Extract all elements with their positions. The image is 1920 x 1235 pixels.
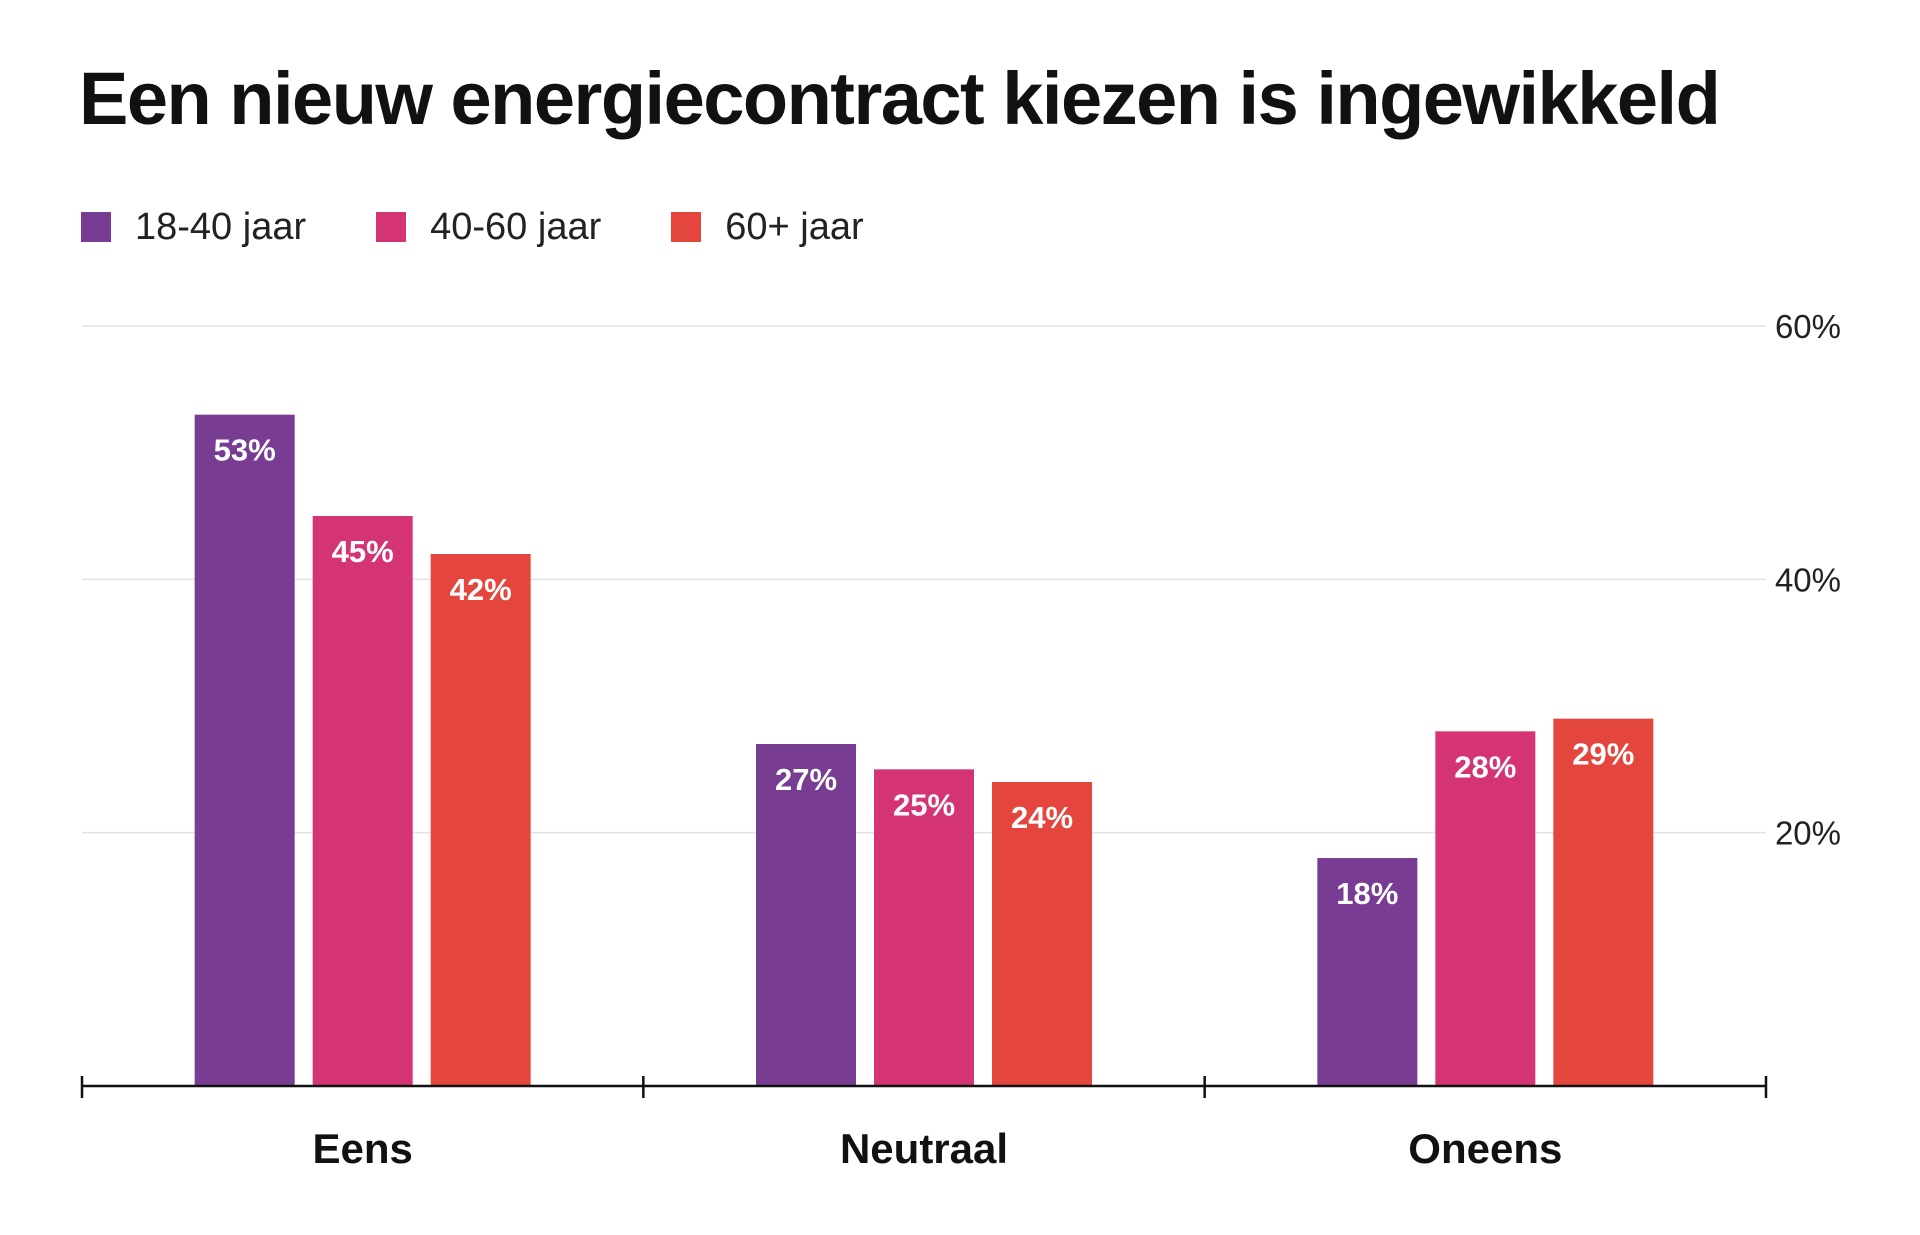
data-label-neutraal-40-60-jaar: 25% <box>893 787 955 822</box>
data-label-neutraal-18-40-jaar: 27% <box>775 762 837 797</box>
bar-oneens-60-jaar <box>1553 718 1654 1086</box>
category-label-oneens: Oneens <box>1408 1125 1562 1172</box>
legend-swatch-40-60 <box>376 212 407 242</box>
legend-label-18-40: 18-40 jaar <box>135 206 307 248</box>
data-label-oneens-60-jaar: 29% <box>1572 737 1634 772</box>
y-tick-label-60: 60% <box>1775 308 1841 345</box>
bars <box>194 414 1654 1087</box>
legend-label-60-plus: 60+ jaar <box>725 206 864 248</box>
bar-oneens-40-60-jaar <box>1435 731 1536 1086</box>
legend: 18-40 jaar 40-60 jaar 60+ jaar <box>81 208 934 246</box>
bar-eens-60-jaar <box>430 554 531 1086</box>
y-tick-label-40: 40% <box>1775 561 1841 598</box>
bar-neutraal-60-jaar <box>992 782 1092 1086</box>
bar-oneens-18-40-jaar <box>1317 858 1418 1086</box>
category-labels: Eens Neutraal Oneens <box>312 1125 1562 1172</box>
bar-eens-40-60-jaar <box>312 516 413 1086</box>
legend-item-18-40: 18-40 jaar <box>81 208 306 246</box>
data-label-oneens-40-60-jaar: 28% <box>1454 749 1516 784</box>
data-label-eens-18-40-jaar: 53% <box>214 433 276 468</box>
data-label-oneens-18-40-jaar: 18% <box>1336 876 1398 911</box>
data-label-eens-60-jaar: 42% <box>450 572 512 607</box>
legend-item-60-plus: 60+ jaar <box>671 206 864 248</box>
legend-label-40-60: 40-60 jaar <box>430 206 602 248</box>
category-label-eens: Eens <box>312 1125 412 1172</box>
data-label-neutraal-60-jaar: 24% <box>1011 800 1073 835</box>
bar-neutraal-18-40-jaar <box>756 744 856 1086</box>
data-labels: 53% 45% 42% 27% 25% 24% 18% 28% 29% <box>214 433 1635 911</box>
chart-title: Een nieuw energiecontract kiezen is inge… <box>79 57 1721 140</box>
y-tick-label-20: 20% <box>1775 815 1841 852</box>
x-axis <box>80 1076 1768 1098</box>
data-label-eens-40-60-jaar: 45% <box>332 534 394 569</box>
legend-swatch-18-40 <box>81 212 111 242</box>
category-label-neutraal: Neutraal <box>840 1125 1008 1172</box>
bar-neutraal-40-60-jaar <box>874 769 974 1086</box>
bar-eens-18-40-jaar <box>194 414 295 1087</box>
legend-item-40-60: 40-60 jaar <box>376 208 601 246</box>
y-axis-ticks: 20% 40% 60% <box>1775 308 1841 852</box>
legend-swatch-60-plus <box>671 212 702 242</box>
